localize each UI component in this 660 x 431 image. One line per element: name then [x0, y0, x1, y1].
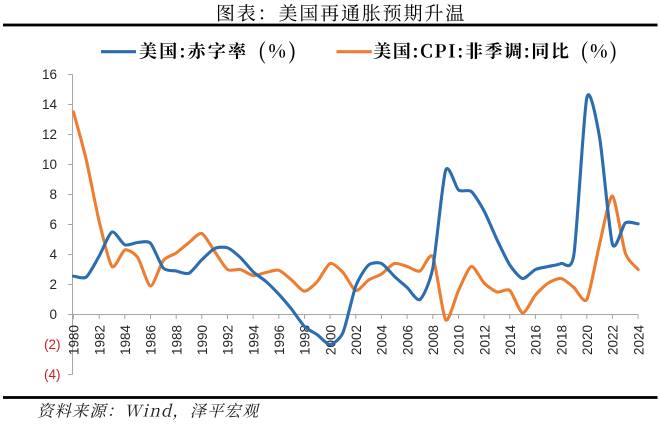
svg-text:16: 16 [42, 67, 57, 82]
svg-text:2002: 2002 [349, 325, 364, 355]
svg-text:2012: 2012 [477, 325, 492, 355]
svg-text:2024: 2024 [631, 325, 646, 356]
svg-text:(2): (2) [44, 337, 61, 352]
svg-text:6: 6 [49, 217, 57, 232]
svg-text:1990: 1990 [195, 325, 210, 355]
svg-text:2006: 2006 [400, 325, 415, 355]
svg-text:0: 0 [49, 307, 57, 322]
svg-text:1980: 1980 [67, 325, 82, 355]
svg-text:2016: 2016 [529, 325, 544, 355]
svg-text:2000: 2000 [323, 325, 338, 355]
svg-text:10: 10 [42, 157, 57, 172]
svg-text:12: 12 [42, 127, 57, 142]
svg-text:14: 14 [42, 97, 58, 112]
svg-text:2020: 2020 [580, 325, 595, 355]
svg-text:2008: 2008 [426, 325, 441, 355]
svg-text:2010: 2010 [452, 325, 467, 355]
svg-text:1992: 1992 [221, 325, 236, 355]
svg-text:2004: 2004 [375, 325, 390, 356]
svg-text:8: 8 [49, 187, 57, 202]
svg-text:1996: 1996 [272, 325, 287, 355]
svg-text:2014: 2014 [503, 325, 518, 356]
svg-text:1986: 1986 [144, 325, 159, 355]
svg-text:1998: 1998 [298, 325, 313, 355]
svg-text:1988: 1988 [169, 325, 184, 355]
svg-text:1982: 1982 [92, 325, 107, 355]
svg-text:1994: 1994 [246, 325, 261, 356]
svg-text:(4): (4) [44, 367, 61, 382]
svg-text:2022: 2022 [606, 325, 621, 355]
svg-text:4: 4 [49, 247, 57, 262]
svg-text:2018: 2018 [554, 325, 569, 355]
svg-text:2: 2 [49, 277, 57, 292]
svg-text:1984: 1984 [118, 325, 133, 356]
